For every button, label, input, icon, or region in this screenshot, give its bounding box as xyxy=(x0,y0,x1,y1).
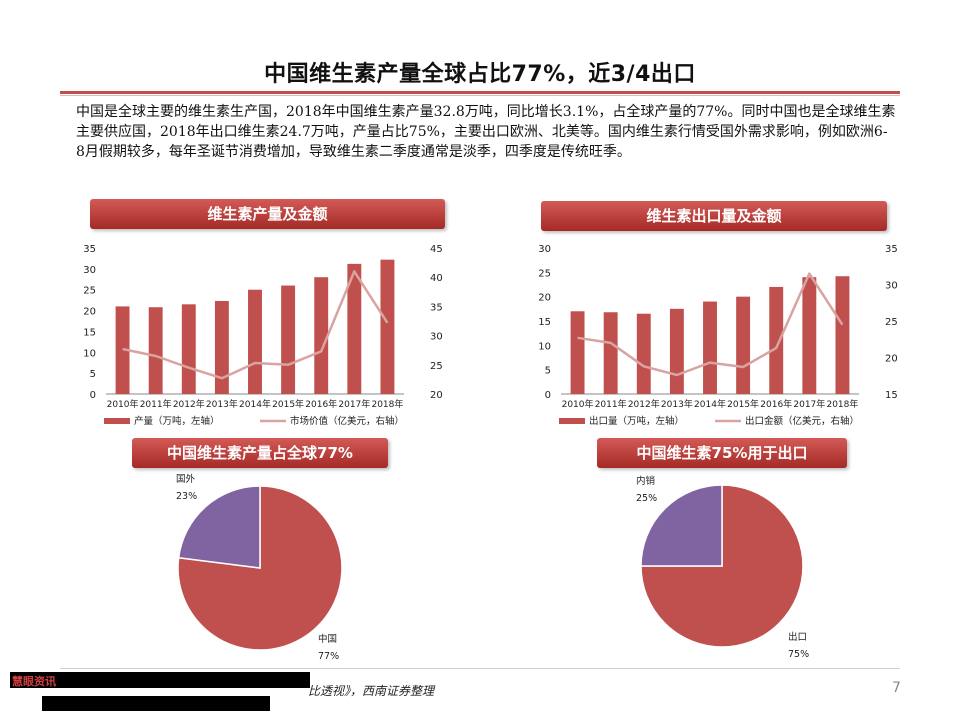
pie-label: 国外 xyxy=(176,473,196,485)
x-tick-label: 2017年 xyxy=(793,398,825,410)
page-number: 7 xyxy=(892,680,901,696)
x-tick-label: 2012年 xyxy=(628,398,660,410)
bar xyxy=(248,289,262,394)
y-right-tick-label: 35 xyxy=(885,244,898,255)
bar xyxy=(769,286,784,394)
legend-label-bar: 产量（万吨，左轴） xyxy=(134,415,220,427)
y-left-tick-label: 15 xyxy=(538,317,551,328)
footer-divider xyxy=(60,668,900,669)
x-tick-label: 2014年 xyxy=(694,398,726,410)
legend-label-line: 市场价值（亿美元，右轴） xyxy=(290,415,404,427)
chart3-title-banner: 中国维生素产量占全球77% xyxy=(132,438,388,468)
x-tick-label: 2012年 xyxy=(173,398,205,410)
x-tick-label: 2011年 xyxy=(595,398,627,410)
production-combo-chart: 0 5 10 15 20 25 30 35 20 25 30 35 40 45 2010年 2011年 2012… xyxy=(83,244,443,427)
x-tick-label: 2015年 xyxy=(272,398,304,410)
bar xyxy=(181,304,196,394)
y-left-tick-label: 15 xyxy=(83,327,96,338)
x-tick-label: 2013年 xyxy=(661,398,693,410)
redaction-block-2 xyxy=(42,696,270,711)
chart2-title-banner: 维生素出口量及金额 xyxy=(541,201,887,231)
bar xyxy=(281,285,296,394)
x-tick-label: 2018年 xyxy=(371,398,403,410)
x-tick-label: 2010年 xyxy=(107,398,139,410)
pie-value-label: 25% xyxy=(636,493,657,504)
y-left-tick-label: 20 xyxy=(83,307,96,318)
pie-value-label: 77% xyxy=(318,651,339,662)
y-right-tick-label: 30 xyxy=(430,332,443,343)
x-tick-label: 2017年 xyxy=(338,398,370,410)
bar xyxy=(380,259,395,394)
bar xyxy=(314,277,329,394)
x-tick-label: 2018年 xyxy=(826,398,858,410)
bar xyxy=(347,263,362,394)
bar xyxy=(570,311,585,394)
bar xyxy=(669,308,684,394)
y-left-tick-label: 5 xyxy=(545,366,551,377)
legend-swatch-bar xyxy=(559,418,585,424)
y-left-tick-label: 5 xyxy=(90,369,96,380)
pie-label: 中国 xyxy=(318,633,337,645)
export-share-pie: 出口 75% 内销 25% xyxy=(636,475,809,660)
page-title: 中国维生素产量全球占比77%，近3/4出口 xyxy=(264,62,696,87)
y-right-tick-label: 45 xyxy=(430,244,443,255)
bar xyxy=(703,301,717,394)
source-note: 比透视》，西南证券整理 xyxy=(308,684,435,698)
legend-swatch-bar xyxy=(104,418,130,424)
y-right-tick-label: 30 xyxy=(885,281,898,292)
bar xyxy=(802,277,817,394)
y-left-tick-label: 0 xyxy=(90,390,96,401)
bar xyxy=(636,313,651,394)
y-left-tick-label: 25 xyxy=(83,286,96,297)
y-right-tick-label: 35 xyxy=(430,302,443,313)
y-right-tick-label: 20 xyxy=(885,354,898,365)
pie-label: 内销 xyxy=(636,475,656,487)
y-left-tick-label: 10 xyxy=(83,348,96,359)
x-tick-label: 2010年 xyxy=(562,398,594,410)
title-divider xyxy=(60,91,900,94)
pie-label: 出口 xyxy=(788,631,807,643)
x-tick-label: 2016年 xyxy=(305,398,337,410)
y-left-tick-label: 30 xyxy=(83,265,96,276)
x-tick-label: 2013年 xyxy=(206,398,238,410)
y-left-tick-label: 20 xyxy=(538,293,551,304)
pie-slice xyxy=(177,485,261,569)
y-right-tick-label: 40 xyxy=(430,273,443,284)
legend-label-line: 出口金额（亿美元，右轴） xyxy=(745,415,859,427)
y-right-tick-label: 15 xyxy=(885,390,898,401)
y-left-tick-label: 25 xyxy=(538,268,551,279)
pie-slice xyxy=(640,484,723,567)
title-divider-thin xyxy=(60,95,900,96)
intro-paragraph: 中国是全球主要的维生素生产国，2018年中国维生素产量32.8万吨，同比增长3.… xyxy=(76,104,896,160)
y-left-tick-label: 0 xyxy=(545,390,551,401)
chart1-title-banner: 维生素产量及金额 xyxy=(90,199,445,229)
bar xyxy=(148,307,163,394)
legend-label-bar: 出口量（万吨，左轴） xyxy=(589,415,684,427)
bar xyxy=(214,300,229,394)
y-right-tick-label: 25 xyxy=(885,317,898,328)
y-right-tick-label: 20 xyxy=(430,390,443,401)
bar xyxy=(736,296,751,394)
x-tick-label: 2016年 xyxy=(760,398,792,410)
x-tick-label: 2015年 xyxy=(727,398,759,410)
pie-value-label: 75% xyxy=(788,649,809,660)
redaction-block xyxy=(10,672,310,688)
x-tick-label: 2011年 xyxy=(140,398,172,410)
y-right-tick-label: 25 xyxy=(430,361,443,372)
pie-value-label: 23% xyxy=(176,491,197,502)
chart4-title-banner: 中国维生素75%用于出口 xyxy=(597,438,847,468)
production-share-pie: 中国 77% 国外 23% xyxy=(176,473,343,662)
bar xyxy=(603,312,618,394)
bar xyxy=(835,276,850,394)
y-left-tick-label: 10 xyxy=(538,341,551,352)
y-left-tick-label: 35 xyxy=(83,244,96,255)
y-left-tick-label: 30 xyxy=(538,244,551,255)
x-tick-label: 2014年 xyxy=(239,398,271,410)
redacted-label: 慧眼资讯 xyxy=(12,675,56,688)
